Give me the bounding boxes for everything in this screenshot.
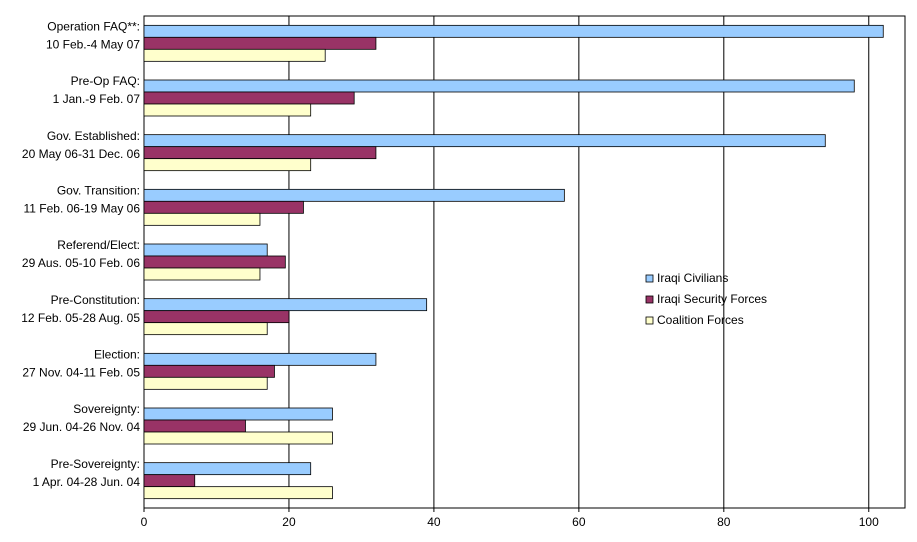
y-tick-label: Operation FAQ**: xyxy=(47,20,140,34)
x-tick-label: 40 xyxy=(427,515,441,529)
bar xyxy=(143,91,355,105)
bar xyxy=(143,212,261,226)
bar xyxy=(143,419,246,433)
bar xyxy=(143,158,312,172)
x-tick-label: 20 xyxy=(282,515,296,529)
bar xyxy=(143,200,304,214)
bar xyxy=(143,364,275,378)
y-tick-label: 29 Jun. 04-26 Nov. 04 xyxy=(23,420,141,434)
bar xyxy=(143,255,286,269)
y-tick-label: 20 May 06-31 Dec. 06 xyxy=(22,147,140,161)
bar xyxy=(143,48,326,62)
x-tick-label: 0 xyxy=(141,515,148,529)
y-tick-label: 27 Nov. 04-11 Feb. 05 xyxy=(22,366,140,380)
x-tick-label: 60 xyxy=(572,515,586,529)
bar xyxy=(143,146,377,160)
bar xyxy=(143,79,855,93)
y-tick-label: Gov. Established: xyxy=(47,129,140,143)
bar xyxy=(143,310,290,324)
bar xyxy=(143,243,268,257)
legend-label: Iraqi Security Forces xyxy=(657,292,767,306)
y-tick-label: 29 Aus. 05-10 Feb. 06 xyxy=(22,256,140,270)
bar xyxy=(143,376,268,390)
bar xyxy=(143,486,333,500)
bar xyxy=(143,407,333,421)
legend-label: Iraqi Civilians xyxy=(657,271,728,285)
bar xyxy=(143,188,565,202)
bar xyxy=(143,298,428,312)
y-tick-label: 1 Jan.-9 Feb. 07 xyxy=(53,92,141,106)
y-tick-label: Pre-Op FAQ: xyxy=(71,74,140,88)
bar xyxy=(143,24,884,38)
y-tick-label: Sovereignty: xyxy=(73,402,140,416)
bar xyxy=(143,36,377,50)
bar xyxy=(143,352,377,366)
legend-label: Coalition Forces xyxy=(657,313,744,327)
y-tick-label: Election: xyxy=(94,348,140,362)
legend-swatch xyxy=(645,316,654,325)
legend-swatch xyxy=(645,274,654,283)
y-tick-label: 10 Feb.-4 May 07 xyxy=(46,38,140,52)
bar xyxy=(143,474,196,488)
bar xyxy=(143,267,261,281)
y-tick-label: Referend/Elect: xyxy=(57,238,140,252)
bar xyxy=(143,134,826,148)
legend-swatch xyxy=(645,295,654,304)
bar xyxy=(143,103,312,117)
bar xyxy=(143,462,312,476)
bar xyxy=(143,431,333,445)
bar xyxy=(143,322,268,336)
y-tick-label: 11 Feb. 06-19 May 06 xyxy=(23,202,140,216)
y-tick-label: Pre-Sovereignty: xyxy=(51,457,140,471)
y-tick-label: 1 Apr. 04-28 Jun. 04 xyxy=(33,475,141,489)
x-tick-label: 100 xyxy=(859,515,879,529)
x-tick-label: 80 xyxy=(717,515,731,529)
y-tick-label: 12 Feb. 05-28 Aug. 05 xyxy=(21,311,140,325)
y-tick-label: Gov. Transition: xyxy=(57,184,140,198)
y-tick-label: Pre-Constitution: xyxy=(51,293,140,307)
